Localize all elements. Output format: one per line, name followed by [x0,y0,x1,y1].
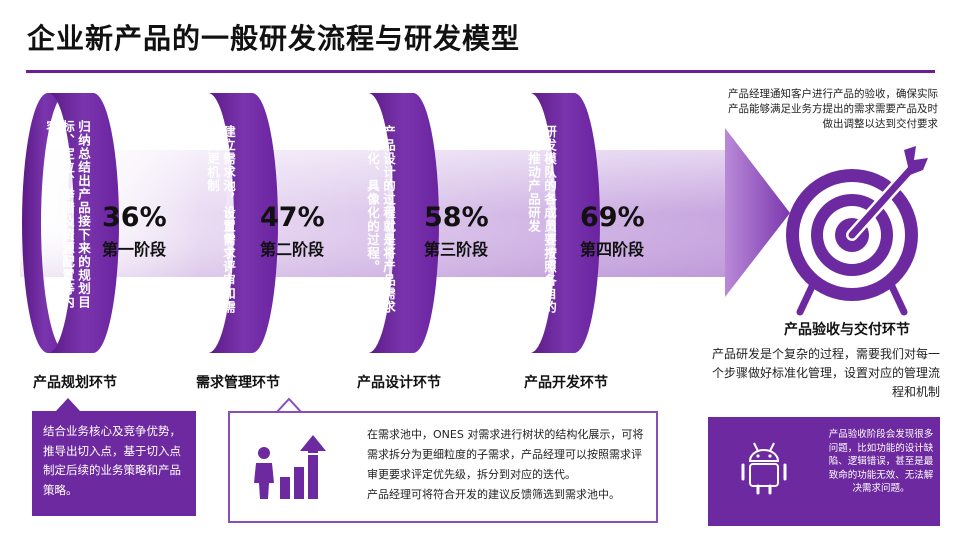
acceptance-heading: 产品验收与交付环节 [784,322,910,338]
acceptance-note: 产品经理通知客户进行产品的验收，确保实际产品能够满足业务方提出的需求需要产品及时… [728,88,938,130]
growth-chart-icon [254,435,326,499]
acceptance-desc: 产品研发是个复杂的过程，需要我们对每一个步骤做好标准化管理，设置对应的管理流程和… [711,347,940,399]
ring-3 [368,93,439,353]
stage3-label: 产品设计环节 [357,375,441,391]
ring-4 [530,93,600,353]
acceptance-box-text: 产品验收阶段会发现很多问题，比如功能的设计缺陷、逻辑错误，甚至是最致命的功能无效… [828,429,934,494]
page-title: 企业新产品的一般研发流程与研发模型 [27,22,521,55]
ring-1 [22,93,119,353]
stage4-name: 第四阶段 [580,240,645,259]
stage1-name: 第一阶段 [102,240,167,259]
target-arrow-icon [786,146,928,316]
planning-box: 结合业务核心及竞争优势，推导出切入点，基于切入点制定后续的业务策略和产品策略。 [32,411,196,516]
title-divider [26,70,935,73]
stage3-name: 第三阶段 [424,240,489,259]
stage1-desc: 归纳总结出产品接下来的规划目标、定位、举措及资源配置等内容 [44,120,91,309]
stage2-label: 需求管理环节 [196,375,280,391]
requirements-line: 在需求池中，ONES 对需求进行树状的结构化展示，可将 [367,428,644,441]
acceptance-box: 产品验收阶段会发现很多问题，比如功能的设计缺陷、逻辑错误，甚至是最致命的功能无效… [708,417,940,526]
stage2-name: 第二阶段 [260,240,325,259]
requirements-box: 在需求池中，ONES 对需求进行树状的结构化展示，可将 需求拆分为更细粒度的子需… [228,411,658,523]
android-icon [741,442,787,495]
stage4-percent: 69% [580,202,645,233]
requirements-line: 审更要求评定优先级，拆分到对应的迭代。 [367,468,576,481]
requirements-line: 需求拆分为更细粒度的子需求，产品经理可以按照需求评 [367,448,642,461]
stage1-label: 产品规划环节 [33,375,117,391]
stage1-percent: 36% [102,202,167,233]
stage4-label: 产品开发环节 [524,375,608,391]
stage2-desc: 建立需求池，设置需求评审和需求变更机制 [205,125,236,314]
stage2-percent: 47% [260,202,325,233]
requirements-text: 在需求池中，ONES 对需求进行树状的结构化展示，可将 需求拆分为更细粒度的子需… [367,425,662,505]
stage3-percent: 58% [424,202,489,233]
ring-2 [208,93,278,353]
stage3-desc: 产品设计的过程就是将产品需求功能化、具像化的过程。 [365,125,396,314]
stage4-desc: 研发模队的各成员要按照各自的职能推动产品研发 [526,125,557,314]
box1-pointer [56,398,80,411]
flow-arrow-head [725,128,790,297]
requirements-line: 产品经理可将符合开发的建议反馈筛选到需求池中。 [367,488,620,501]
